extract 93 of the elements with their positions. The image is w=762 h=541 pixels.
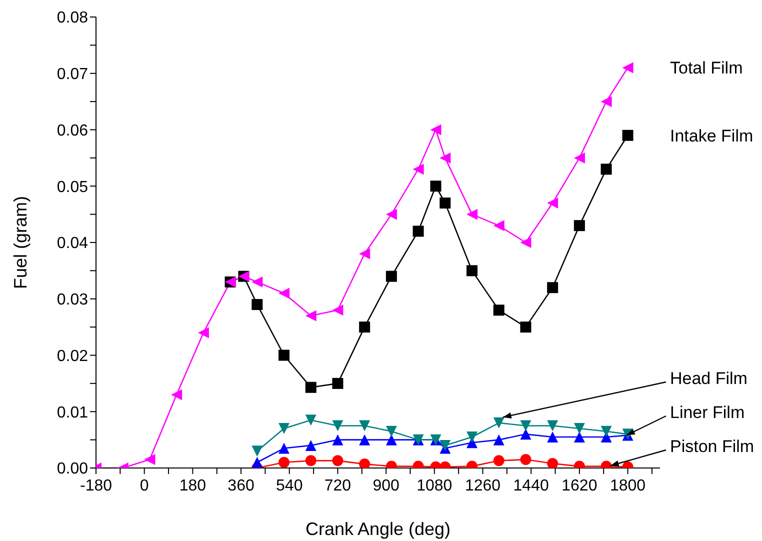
point (574, 220, 585, 232)
x-tick-label: 1260 (464, 477, 501, 494)
point (386, 426, 397, 437)
annotation: Piston Film (670, 436, 754, 456)
point (359, 322, 370, 333)
point (144, 454, 156, 466)
y-tick-label: 0.08 (56, 10, 88, 27)
point (278, 442, 290, 454)
x-tick-label: 540 (276, 477, 303, 494)
point (440, 440, 451, 451)
y-tick-label: 0.00 (56, 460, 88, 478)
x-tick-label: 1800 (610, 477, 646, 494)
point (622, 62, 634, 74)
point (493, 304, 504, 316)
point (386, 270, 397, 282)
y-tick-label: 0.03 (56, 292, 88, 309)
point (412, 164, 424, 175)
x-tick-label: 180 (179, 477, 206, 494)
point (466, 208, 478, 220)
point (171, 389, 182, 400)
point (305, 382, 316, 393)
point (547, 431, 558, 442)
point (359, 248, 370, 260)
point (252, 456, 263, 468)
x-tick-label: 1440 (513, 477, 549, 494)
point (305, 455, 316, 466)
annotation: Liner Film (670, 402, 745, 422)
point (600, 96, 612, 108)
point (466, 265, 478, 276)
point (278, 456, 290, 468)
point (622, 130, 634, 141)
point (332, 378, 344, 389)
point (430, 124, 442, 136)
annotation: Total Film (670, 58, 743, 78)
point (332, 304, 344, 316)
x-tick-label: 900 (372, 477, 400, 494)
point (574, 431, 585, 442)
point (574, 152, 585, 164)
point (493, 220, 504, 232)
point (520, 454, 532, 466)
x-tick-label: -180 (80, 477, 112, 494)
point (278, 350, 290, 361)
point (466, 431, 478, 442)
point (359, 434, 370, 446)
point (278, 423, 290, 434)
point (305, 440, 316, 451)
y-tick-label: 0.01 (56, 404, 88, 422)
point (252, 276, 263, 288)
x-tick-label: 0 (140, 477, 149, 494)
point (332, 434, 344, 446)
x-tick-label: 360 (228, 477, 254, 494)
point (332, 420, 344, 432)
point (520, 322, 532, 333)
point (386, 434, 397, 446)
point (252, 446, 263, 457)
point (574, 423, 585, 434)
point (359, 420, 370, 432)
y-tick-label: 0.07 (56, 66, 88, 84)
y-axis-title: Fuel (gram) (10, 196, 30, 290)
point (430, 180, 442, 192)
y-tick-label: 0.05 (56, 178, 88, 196)
point (493, 434, 504, 446)
point (520, 428, 532, 440)
y-tick-label: 0.04 (56, 235, 88, 252)
point (332, 455, 344, 466)
annotation: Head Film (670, 368, 748, 388)
point (278, 288, 290, 299)
point (412, 226, 424, 237)
annotation: Intake Film (670, 126, 754, 146)
point (305, 310, 316, 322)
point (493, 455, 504, 466)
point (547, 458, 558, 468)
point (386, 208, 397, 220)
point (547, 198, 558, 209)
point (493, 417, 504, 428)
point (520, 237, 532, 248)
point (600, 426, 612, 437)
x-tick-label: 1080 (416, 477, 452, 494)
point (440, 198, 451, 209)
y-tick-label: 0.06 (56, 122, 88, 140)
x-tick-label: 1620 (562, 477, 598, 494)
point (198, 327, 209, 338)
point (440, 152, 451, 164)
y-tick-label: 0.02 (56, 348, 88, 365)
point (305, 414, 316, 426)
point (547, 420, 558, 432)
x-axis-title: Crank Angle (deg) (305, 519, 451, 539)
point (252, 299, 263, 310)
point (547, 282, 558, 294)
point (600, 164, 612, 175)
point (520, 420, 532, 432)
x-tick-label: 720 (324, 477, 352, 494)
point (359, 458, 370, 468)
